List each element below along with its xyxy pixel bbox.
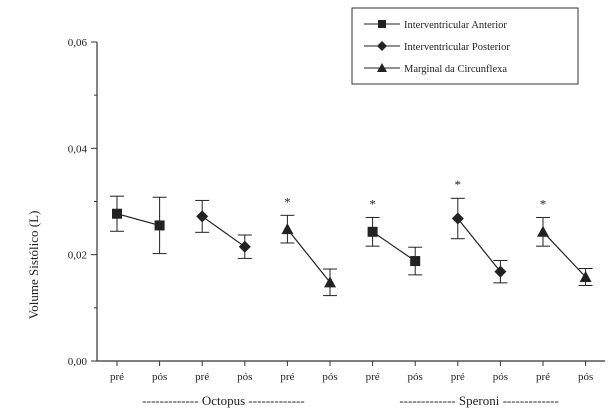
point-square bbox=[112, 208, 122, 219]
x-tick-label: pós bbox=[493, 371, 508, 383]
data-series bbox=[536, 216, 593, 287]
x-tick-label: pré bbox=[195, 371, 209, 383]
x-tick-label: pós bbox=[152, 371, 167, 383]
point-triangle bbox=[377, 63, 387, 72]
point-diamond bbox=[494, 265, 507, 278]
x-axis-ticks: pré pós pré pós pré pós pré pós pré pós pré pós bbox=[110, 361, 593, 383]
data-series bbox=[110, 195, 167, 255]
legend-item: Interventricular Posterior bbox=[364, 41, 510, 53]
significance-star: * bbox=[455, 177, 462, 192]
point-square bbox=[378, 20, 386, 28]
point-diamond bbox=[451, 212, 464, 225]
series-line bbox=[116, 213, 160, 227]
point-triangle bbox=[579, 270, 592, 282]
point-triangle bbox=[537, 225, 549, 237]
series-line bbox=[286, 228, 331, 283]
x-axis-groups: ------------- Octopus ------------- -----… bbox=[142, 393, 559, 408]
point-triangle bbox=[281, 223, 294, 235]
legend-label: Marginal da Circunflexa bbox=[404, 64, 507, 75]
y-axis-ticks: 0,00 0,02 0,04 0,06 bbox=[68, 37, 97, 368]
data-series bbox=[280, 214, 337, 297]
y-tick-label: 0,00 bbox=[68, 356, 88, 368]
point-diamond bbox=[196, 210, 209, 223]
x-tick-label: pré bbox=[366, 371, 380, 383]
y-tick-label: 0,02 bbox=[68, 250, 87, 262]
significance-star: * bbox=[540, 197, 547, 212]
x-tick-label: pré bbox=[451, 371, 465, 383]
series-layer bbox=[110, 195, 593, 297]
significance-star: * bbox=[284, 194, 291, 209]
point-triangle bbox=[324, 276, 336, 288]
data-series bbox=[195, 199, 252, 259]
point-square bbox=[154, 220, 165, 231]
x-tick-label: pós bbox=[408, 371, 423, 383]
x-tick-label: pós bbox=[322, 371, 337, 383]
y-tick-label: 0,04 bbox=[68, 143, 88, 155]
point-square bbox=[410, 256, 421, 267]
series-line bbox=[201, 215, 246, 248]
x-group-label: ------------- Octopus ------------- bbox=[142, 393, 304, 408]
significance-star: * bbox=[369, 197, 376, 212]
data-series bbox=[450, 197, 508, 284]
x-tick-label: pré bbox=[280, 371, 294, 383]
series-line bbox=[542, 231, 587, 278]
legend-item: Marginal da Circunflexa bbox=[364, 63, 507, 75]
point-diamond bbox=[377, 41, 387, 51]
legend-label: Interventricular Anterior bbox=[404, 20, 507, 31]
y-tick-label: 0,06 bbox=[68, 37, 88, 49]
x-tick-label: pós bbox=[578, 371, 593, 383]
y-axis-label: Volume Sistólico (L) bbox=[26, 211, 41, 320]
annotations-layer: * * * * bbox=[284, 177, 546, 212]
point-diamond bbox=[238, 240, 251, 253]
x-tick-label: pré bbox=[110, 371, 124, 383]
point-square bbox=[367, 226, 378, 237]
chart-axes bbox=[96, 42, 605, 362]
legend-label: Interventricular Posterior bbox=[404, 42, 510, 53]
series-line bbox=[457, 218, 501, 273]
legend-item: Interventricular Anterior bbox=[364, 20, 507, 31]
x-tick-label: pós bbox=[237, 371, 252, 383]
x-tick-label: pré bbox=[536, 371, 550, 383]
data-series bbox=[365, 216, 423, 276]
legend: Interventricular Anterior Interventricula… bbox=[351, 7, 579, 85]
x-group-label: ------------- Speroni ------------- bbox=[399, 393, 559, 408]
series-line bbox=[372, 231, 416, 262]
